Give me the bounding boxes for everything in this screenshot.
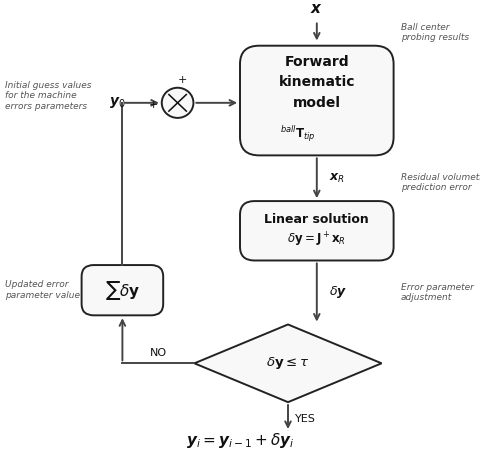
Text: $\delta\mathbf{y} = \mathbf{J}^+\mathbf{x}_R$: $\delta\mathbf{y} = \mathbf{J}^+\mathbf{… — [288, 231, 346, 249]
Text: $\boldsymbol{y}_i = \boldsymbol{y}_{i-1} + \delta\boldsymbol{y}_i$: $\boldsymbol{y}_i = \boldsymbol{y}_{i-1}… — [186, 431, 294, 450]
Text: Linear solution: Linear solution — [264, 213, 369, 226]
Text: model: model — [293, 96, 341, 110]
Text: kinematic: kinematic — [278, 75, 355, 90]
Text: $\boldsymbol{x}$: $\boldsymbol{x}$ — [311, 1, 323, 16]
Text: +: + — [178, 75, 187, 85]
Text: YES: YES — [295, 414, 316, 424]
Text: Ball center
probing results: Ball center probing results — [401, 23, 469, 42]
Text: Forward: Forward — [285, 55, 349, 69]
FancyBboxPatch shape — [82, 265, 163, 315]
Text: $^{ball}\mathbf{T}_{tip}$: $^{ball}\mathbf{T}_{tip}$ — [280, 124, 315, 144]
FancyBboxPatch shape — [240, 46, 394, 155]
Text: $\boldsymbol{y}_0$: $\boldsymbol{y}_0$ — [109, 96, 126, 110]
Text: $\boldsymbol{x}_R$: $\boldsymbol{x}_R$ — [329, 172, 345, 185]
Text: Error parameter
adjustment: Error parameter adjustment — [401, 283, 474, 302]
FancyBboxPatch shape — [240, 201, 394, 260]
Polygon shape — [194, 324, 382, 402]
Text: Residual volumetric
prediction error: Residual volumetric prediction error — [401, 173, 480, 192]
Text: $\delta\mathbf{y} \leq \tau$: $\delta\mathbf{y} \leq \tau$ — [266, 355, 310, 372]
Text: +: + — [148, 100, 158, 110]
Text: $\sum \delta\mathbf{y}$: $\sum \delta\mathbf{y}$ — [105, 279, 140, 302]
Circle shape — [162, 88, 193, 118]
Text: NO: NO — [150, 348, 167, 358]
Text: Initial guess values
for the machine
errors parameters: Initial guess values for the machine err… — [5, 81, 91, 111]
Text: Updated error
parameter value: Updated error parameter value — [5, 281, 80, 300]
Text: $\delta\boldsymbol{y}$: $\delta\boldsymbol{y}$ — [329, 284, 347, 301]
